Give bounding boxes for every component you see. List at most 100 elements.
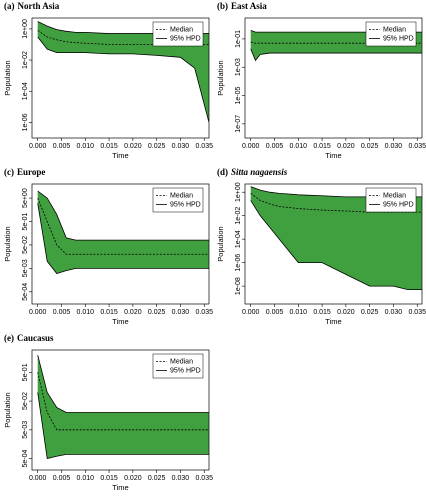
y-axis-label: Population (216, 60, 225, 95)
trajectory-band (37, 191, 209, 274)
x-tick-label: 0.000 (242, 143, 260, 150)
legend-label: Median (170, 26, 193, 33)
panel-name: East Asia (231, 1, 267, 11)
y-tick-label: 5e-04 (22, 450, 29, 468)
y-tick-label: 1e-04 (235, 230, 242, 248)
x-tick-label: 0.015 (313, 143, 331, 150)
y-tick-label: 5e-02 (22, 392, 29, 410)
trajectory-band (37, 355, 209, 459)
x-tick-label: 0.020 (124, 475, 142, 482)
x-tick-label: 0.015 (313, 309, 331, 316)
x-tick-label: 0.025 (148, 143, 166, 150)
legend-box (152, 187, 204, 213)
plot-frame (31, 183, 210, 305)
y-tick-label: 1e+00 (235, 182, 242, 202)
legend-label: Median (170, 192, 193, 199)
panel: (c) Europe 0.000 0.005 0.010 0.015 0.020 0.025 0… (3, 167, 213, 326)
x-tick-label: 0.010 (77, 143, 95, 150)
hpd-lower-line (37, 392, 209, 460)
x-tick-label: 0.005 (266, 143, 284, 150)
y-axis-label: Population (3, 392, 12, 427)
legend-label: 95% HPD (170, 35, 201, 42)
panel-name: Sitta nagaensis (231, 167, 288, 177)
x-tick-label: 0.035 (195, 309, 213, 316)
legend-label: Median (383, 192, 406, 199)
median-line (37, 197, 209, 255)
x-tick-label: 0.030 (172, 309, 190, 316)
panel-label: (c) (4, 167, 14, 177)
x-tick-label: 0.010 (290, 143, 308, 150)
x-axis-label: Time (325, 151, 341, 160)
panel-title: (c) Europe (4, 167, 45, 177)
y-axis-label: Population (3, 60, 12, 95)
y-tick-label: 1e-06 (22, 113, 29, 131)
panel-name: North Asia (18, 1, 60, 11)
median-line (37, 372, 209, 431)
y-tick-label: 1e-08 (235, 277, 242, 295)
x-tick-label: 0.005 (266, 309, 284, 316)
legend-box (152, 353, 204, 379)
y-tick-label: 1e-05 (235, 86, 242, 104)
hpd-lower-line (250, 48, 422, 62)
y-axis-label: Population (3, 226, 12, 261)
y-tick-label: 1e-07 (235, 115, 242, 133)
x-tick-label: 0.015 (100, 143, 118, 150)
x-tick-label: 0.025 (148, 475, 166, 482)
y-tick-label: 5e-01 (22, 363, 29, 381)
y-tick-label: 1e-04 (22, 82, 29, 100)
panel-label: (b) (217, 1, 228, 11)
plot-frame (31, 349, 210, 471)
x-tick-label: 0.000 (29, 475, 47, 482)
panel-title: (d) Sitta nagaensis (217, 167, 288, 177)
x-tick-label: 0.015 (100, 475, 118, 482)
y-tick-label: 1e+00 (22, 19, 29, 39)
panel-name: Caucasus (17, 333, 54, 343)
panel-label: (e) (4, 333, 14, 343)
x-tick-label: 0.030 (172, 143, 190, 150)
plot-frame (31, 17, 210, 139)
x-tick-label: 0.020 (124, 143, 142, 150)
panel-label: (a) (4, 1, 15, 11)
legend-label: 95% HPD (383, 201, 414, 208)
y-tick-label: 1e-02 (235, 207, 242, 225)
x-tick-label: 0.000 (29, 143, 47, 150)
y-tick-label: 5e-02 (22, 236, 29, 254)
hpd-lower-line (37, 203, 209, 274)
trajectory-band (250, 186, 422, 290)
trajectory-band (37, 21, 209, 123)
hpd-upper-line (37, 190, 209, 241)
x-axis-label: Time (112, 151, 128, 160)
x-tick-label: 0.025 (361, 143, 379, 150)
hpd-lower-line (250, 200, 422, 291)
x-tick-label: 0.030 (385, 309, 403, 316)
x-tick-label: 0.010 (77, 475, 95, 482)
hpd-upper-line (37, 354, 209, 413)
x-tick-label: 0.010 (290, 309, 308, 316)
panel: (a) North Asia 0.000 0.005 0.010 0.015 0.020 0.… (3, 1, 213, 160)
x-tick-label: 0.015 (100, 309, 118, 316)
panel: (e) Caucasus 0.000 0.005 0.010 0.015 0.020 0.02… (3, 333, 213, 492)
panel-label: (d) (217, 167, 228, 177)
legend-label: 95% HPD (170, 201, 201, 208)
legend-box (152, 21, 204, 47)
plot-frame (244, 183, 423, 305)
y-tick-label: 5e+00 (22, 188, 29, 208)
y-tick-label: 5e-03 (22, 259, 29, 277)
x-tick-label: 0.030 (385, 143, 403, 150)
y-tick-label: 5e-04 (22, 283, 29, 301)
panel: (b) East Asia 0.000 0.005 0.010 0.015 0.020 0.0… (216, 1, 426, 160)
x-tick-label: 0.025 (361, 309, 379, 316)
x-tick-label: 0.035 (408, 143, 426, 150)
legend-label: Median (383, 26, 406, 33)
panel-title: (e) Caucasus (4, 333, 54, 343)
y-tick-label: 1e-06 (235, 254, 242, 272)
x-tick-label: 0.020 (337, 143, 355, 150)
legend-label: 95% HPD (170, 367, 201, 374)
panel: (d) Sitta nagaensis 0.000 0.005 0.010 0.015 0.… (216, 167, 426, 326)
x-axis-label: Time (112, 483, 128, 492)
x-tick-label: 0.005 (53, 143, 71, 150)
x-tick-label: 0.010 (77, 309, 95, 316)
x-tick-label: 0.025 (148, 309, 166, 316)
x-tick-label: 0.005 (53, 475, 71, 482)
legend-label: 95% HPD (383, 35, 414, 42)
